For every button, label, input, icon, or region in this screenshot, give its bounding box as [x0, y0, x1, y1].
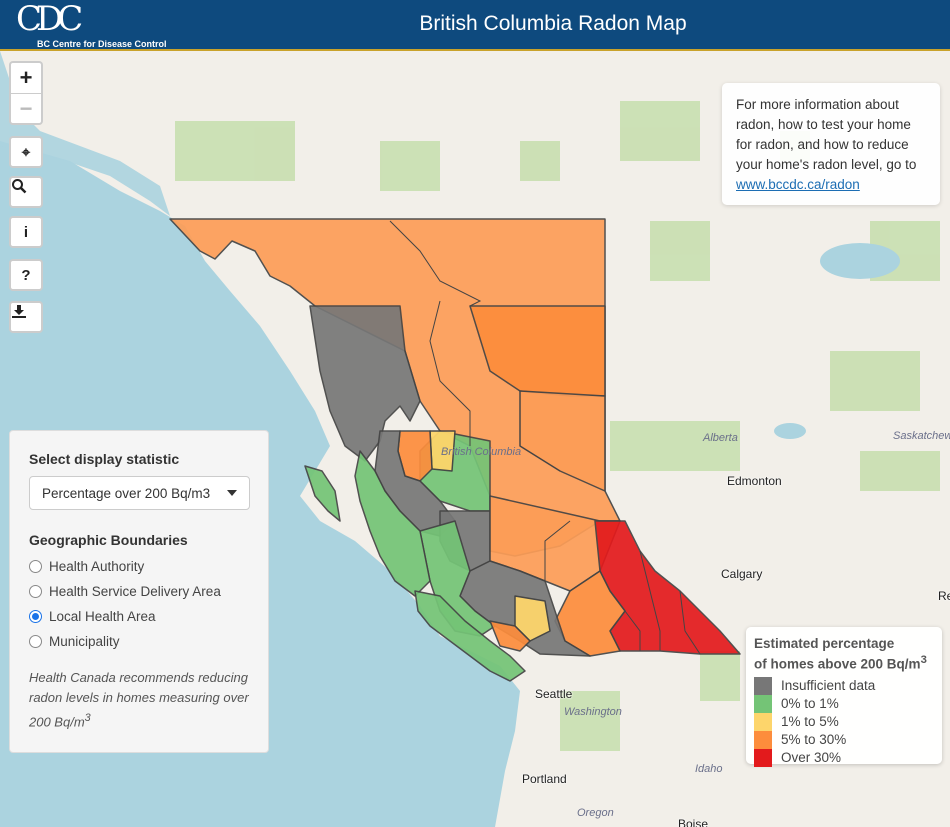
- bc-regions: [169, 218, 741, 682]
- label-portland: Portland: [522, 772, 567, 786]
- north-coast-water: [0, 51, 170, 216]
- search-button[interactable]: [9, 176, 43, 208]
- locate-button[interactable]: ⌖: [9, 136, 43, 168]
- help-button[interactable]: ?: [9, 259, 43, 291]
- legend-title-line1: Estimated percentage: [754, 636, 895, 651]
- zoom-out-button[interactable]: −: [11, 93, 41, 123]
- download-icon: [12, 305, 26, 318]
- label-saskatchewan: Saskatchewa: [893, 430, 950, 442]
- statistic-label: Select display statistic: [29, 451, 180, 467]
- region-haida-gwaii: [304, 465, 341, 522]
- lake-athabasca: [820, 243, 900, 279]
- logo-text: BC Centre for Disease Control: [37, 39, 167, 49]
- legend-swatch: [754, 676, 772, 695]
- control-panel: Select display statistic Percentage over…: [9, 430, 269, 753]
- legend-item: 0% to 1%: [754, 694, 934, 713]
- label-oregon: Oregon: [577, 807, 614, 819]
- region-northwest-gray: [309, 305, 421, 462]
- legend-item: Over 30%: [754, 748, 934, 767]
- radio-button[interactable]: [29, 635, 42, 648]
- legend-label: Insufficient data: [781, 678, 876, 693]
- radio-button[interactable]: [29, 585, 42, 598]
- legend-swatch: [754, 712, 772, 731]
- radio-label: Local Health Area: [49, 609, 156, 624]
- label-edmonton: Edmonton: [727, 474, 782, 488]
- legend-label: 5% to 30%: [781, 732, 847, 747]
- info-text: For more information about radon, how to…: [736, 97, 917, 172]
- legend-item: 1% to 5%: [754, 712, 934, 731]
- legend-swatch: [754, 694, 772, 713]
- label-regina: Re: [938, 589, 950, 603]
- label-british-columbia: British Columbia: [441, 446, 522, 458]
- note-sup: 3: [84, 712, 91, 724]
- logo-mark: CDC: [16, 0, 83, 39]
- radio-hsda[interactable]: Health Service Delivery Area: [29, 579, 249, 604]
- radio-button-checked[interactable]: [29, 610, 42, 623]
- legend-title-line2: of homes above 200 Bq/m: [754, 656, 921, 672]
- label-alberta: Alberta: [703, 432, 738, 444]
- radio-label: Health Service Delivery Area: [49, 584, 221, 599]
- radio-label: Municipality: [49, 634, 120, 649]
- crosshair-icon: ⌖: [21, 143, 31, 161]
- search-icon: [12, 179, 27, 194]
- region-yellow-south: [514, 595, 551, 642]
- radon-link[interactable]: www.bccdc.ca/radon: [736, 177, 860, 192]
- info-icon: i: [23, 223, 29, 241]
- radio-municipality[interactable]: Municipality: [29, 629, 249, 654]
- label-seattle: Seattle: [535, 687, 573, 701]
- radio-button[interactable]: [29, 560, 42, 573]
- label-boise: Boise: [678, 817, 709, 827]
- label-washington: Washington: [564, 706, 622, 718]
- help-icon: ?: [21, 266, 31, 284]
- info-button[interactable]: i: [9, 216, 43, 248]
- region-lines: [389, 220, 701, 655]
- radio-local-health-area[interactable]: Local Health Area: [29, 604, 249, 629]
- label-idaho: Idaho: [695, 763, 723, 775]
- health-canada-note: Health Canada recommends reducing radon …: [29, 668, 249, 732]
- boundaries-label: Geographic Boundaries: [29, 532, 188, 548]
- note-text: Health Canada recommends reducing radon …: [29, 670, 249, 730]
- legend-label: 0% to 1%: [781, 696, 839, 711]
- legend-swatch: [754, 748, 772, 767]
- legend-label: Over 30%: [781, 750, 842, 765]
- zoom-control: + −: [9, 61, 43, 125]
- region-lower-mainland-orange: [489, 620, 531, 652]
- legend-label: 1% to 5%: [781, 714, 839, 729]
- label-calgary: Calgary: [721, 567, 763, 581]
- region-vancouver-island: [414, 590, 526, 682]
- page-title: British Columbia Radon Map: [419, 12, 687, 35]
- app-header: CDC BC Centre for Disease Control Britis…: [0, 0, 950, 51]
- zoom-in-button[interactable]: +: [19, 65, 33, 90]
- chevron-down-icon: [227, 490, 237, 496]
- legend-swatch: [754, 730, 772, 749]
- info-box: For more information about radon, how to…: [722, 83, 940, 205]
- radio-health-authority[interactable]: Health Authority: [29, 554, 249, 579]
- map-legend: Estimated percentage of homes above 200 …: [746, 627, 942, 767]
- statistic-value: Percentage over 200 Bq/m3: [42, 485, 211, 501]
- radio-label: Health Authority: [49, 559, 145, 574]
- legend-item: Insufficient data: [754, 676, 934, 695]
- statistic-select[interactable]: Percentage over 200 Bq/m3: [29, 476, 250, 510]
- bccdc-logo[interactable]: CDC BC Centre for Disease Control: [12, 0, 167, 49]
- legend-title: Estimated percentage of homes above 200 …: [754, 635, 934, 673]
- legend-item: 5% to 30%: [754, 730, 934, 749]
- lake-small: [774, 423, 806, 439]
- download-button[interactable]: [9, 301, 43, 333]
- legend-title-sup: 3: [920, 654, 927, 666]
